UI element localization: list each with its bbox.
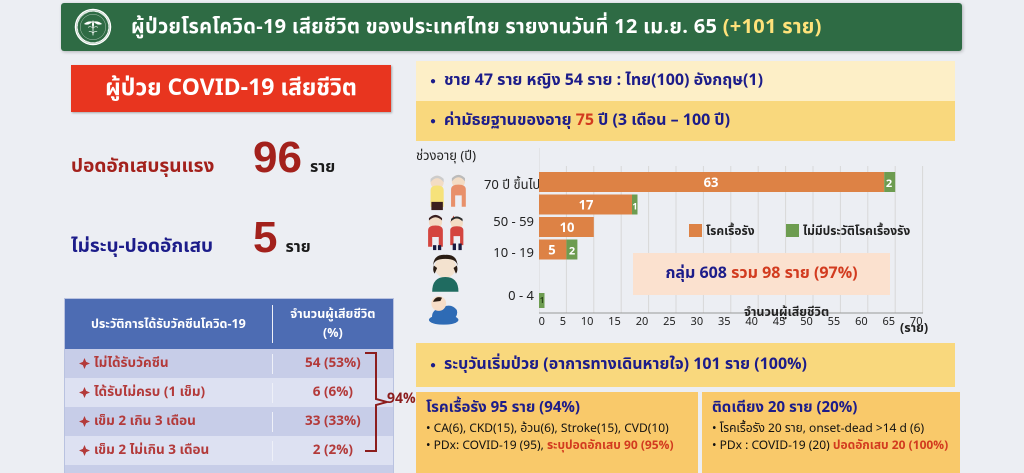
svg-text:2: 2 [885, 175, 891, 192]
svg-text:63: 63 [703, 173, 718, 193]
svg-text:5: 5 [548, 241, 555, 261]
svg-text:1: 1 [539, 295, 544, 307]
svg-text:โรคเรื้อรัง: โรคเรื้อรัง [706, 222, 755, 241]
svg-text:ไม่มีประวัติโรคเรื้องรัง: ไม่มีประวัติโรคเรื้องรัง [803, 222, 910, 241]
svg-text:10: 10 [559, 218, 574, 238]
svg-text:2: 2 [568, 243, 574, 260]
svg-text:1: 1 [632, 201, 637, 215]
svg-text:17: 17 [578, 196, 593, 216]
